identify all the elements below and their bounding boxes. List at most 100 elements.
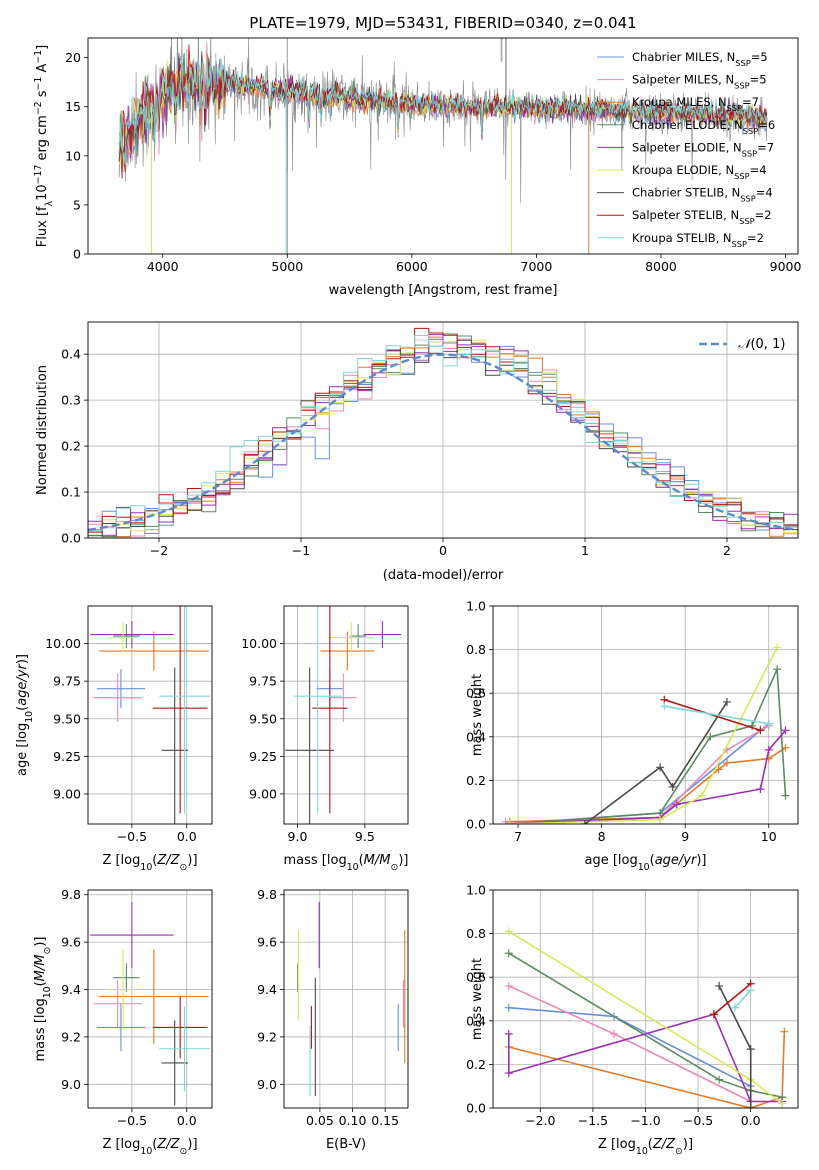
legend-entry: Chabrier MILES, NSSP=5: [632, 50, 768, 68]
mass-weight-line: [508, 952, 783, 1098]
mass-weight-line: [734, 989, 752, 1009]
y-tick-label: 0.8: [466, 926, 486, 941]
plus-marker: [746, 1104, 755, 1108]
x-tick-label: −2: [150, 543, 168, 558]
x-axis-label: Z [log10(Z/Z⊙)]: [102, 1137, 197, 1157]
y-tick-label: 9.2: [61, 1029, 81, 1044]
normal-curve: [88, 353, 798, 532]
x-tick-label: −0.5: [683, 1113, 713, 1128]
mass_vs_EBV-points: [297, 901, 406, 1097]
y-tick-label: 1.0: [466, 599, 486, 614]
x-axis-label: Z [log10(Z/Z⊙)]: [598, 1137, 693, 1157]
legend-entry: Kroupa ELODIE, NSSP=4: [632, 163, 767, 181]
y-tick-label: 9.50: [53, 711, 81, 726]
model-spectrum-line: [118, 52, 768, 159]
y-tick-label: 9.4: [61, 982, 81, 997]
y-tick-label: 20: [65, 50, 81, 65]
plus-marker: [781, 726, 790, 735]
y-tick-label: 9.25: [53, 749, 81, 764]
y-tick-label: 9.75: [53, 674, 81, 689]
x-tick-label: 9.5: [355, 829, 375, 844]
plus-marker: [722, 697, 731, 706]
x-tick-label: 0: [439, 543, 447, 558]
y-tick-label: 9.2: [257, 1029, 277, 1044]
x-axis-label: mass [log10(M/M⊙)]: [284, 853, 409, 873]
x-tick-label: −0.5: [117, 829, 147, 844]
spectrum-legend: Chabrier MILES, NSSP=5 Salpeter MILES, NS…: [597, 50, 775, 249]
x-tick-label: 7000: [521, 259, 553, 274]
mass-weight-line: [509, 647, 778, 824]
mass_vs_Z-points: [90, 901, 210, 1106]
axes-frame: [87, 37, 799, 255]
x-tick-label: 0.10: [339, 1113, 367, 1128]
x-tick-label: −2.0: [525, 1113, 555, 1128]
plus-marker: [504, 981, 513, 990]
x-tick-label: 9.0: [288, 829, 308, 844]
plus-marker: [580, 820, 589, 824]
y-tick-label: 0.4: [61, 347, 81, 362]
legend-entry: Salpeter STELIB, NSSP=2: [632, 208, 772, 226]
axes-frame: [87, 889, 213, 1109]
y-tick-label: 9.6: [61, 935, 81, 950]
plus-marker: [660, 702, 669, 711]
plus-marker: [764, 754, 773, 763]
legend-entry: Salpeter ELODIE, NSSP=7: [632, 140, 774, 158]
massweight_vs_age-axes: 7 8 9 10 0.0 0.2 0.4 0.6 0.8 1.0: [466, 599, 798, 844]
plus-marker: [505, 820, 514, 824]
x-tick-label: 9: [681, 829, 689, 844]
y-axis-label: Flux [fλ10−17 erg cm−2 s−1 A−1]: [33, 45, 55, 247]
plus-marker: [764, 745, 773, 754]
legend-entry: Salpeter MILES, NSSP=5: [632, 73, 767, 91]
y-tick-label: 0.1: [61, 485, 81, 500]
age_vs_mass-points: [285, 606, 402, 824]
y-tick-label: 0: [73, 247, 81, 262]
y-tick-label: 5: [73, 197, 81, 212]
axes-frame: [492, 889, 799, 1109]
model-spectrum-line: [118, 57, 768, 165]
histogram-lines: [88, 327, 798, 538]
plus-marker: [609, 1029, 618, 1038]
y-tick-label: 9.4: [257, 982, 277, 997]
plus-marker: [504, 1003, 513, 1012]
x-tick-label: 1: [581, 543, 589, 558]
plus-marker: [504, 1029, 513, 1038]
x-tick-label: 9000: [770, 259, 802, 274]
y-tick-label: 9.8: [61, 887, 81, 902]
age_vs_Z-points: [90, 606, 210, 824]
legend-entry: Chabrier ELODIE, NSSP=6: [632, 118, 775, 136]
y-tick-label: 0.2: [466, 773, 486, 788]
mass-weight-line: [509, 747, 786, 823]
y-axis-label: mass weight: [470, 674, 485, 756]
y-tick-label: 9.25: [249, 749, 277, 764]
plus-marker: [656, 763, 665, 772]
y-tick-label: 0.6: [466, 686, 486, 701]
x-tick-label: −1.0: [630, 1113, 660, 1128]
x-tick-label: 7: [514, 829, 522, 844]
axes-frame: [87, 605, 213, 825]
x-tick-label: 0.0: [177, 1113, 197, 1128]
y-tick-label: 9.6: [257, 935, 277, 950]
residuals-axes: −2 −1 0 1 2 0.0 0.1 0.2 0.3 0.4: [61, 322, 798, 558]
massweight_vs_age-lines: [501, 643, 790, 824]
y-tick-label: 0.4: [466, 1013, 486, 1028]
age_vs_mass-axes: 9.0 9.5 9.00 9.25 9.50 9.75 10.00: [241, 606, 408, 844]
plus-marker: [773, 665, 782, 674]
mass-weight-line: [584, 701, 728, 824]
x-tick-label: 2: [723, 543, 731, 558]
plus-marker: [715, 1075, 724, 1084]
x-tick-label: 8000: [645, 259, 677, 274]
y-tick-label: 0.8: [466, 642, 486, 657]
mass_vs_Z-axes: −0.5 0.0 9.0 9.2 9.4 9.6 9.8: [61, 887, 212, 1128]
y-tick-label: 9.0: [61, 1077, 81, 1092]
axes-frame: [283, 605, 409, 825]
plus-marker: [778, 1099, 787, 1108]
y-axis-label: mass [log10(M/M⊙)]: [33, 937, 53, 1062]
y-tick-label: 9.00: [249, 786, 277, 801]
y-tick-label: 0.4: [466, 729, 486, 744]
plus-marker: [756, 726, 765, 735]
mass-weight-line: [713, 983, 752, 1015]
y-tick-label: 1.0: [466, 883, 486, 898]
mass-weight-line: [664, 705, 769, 725]
plus-marker: [764, 719, 773, 728]
